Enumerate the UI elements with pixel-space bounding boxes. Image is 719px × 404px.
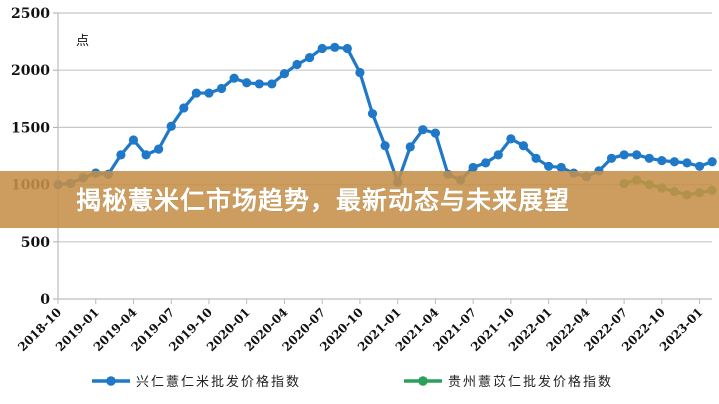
legend-item: 贵州薏苡仁批发价格指数	[404, 374, 613, 390]
data-point	[242, 78, 252, 88]
data-point	[405, 142, 415, 152]
series-line	[53, 42, 717, 190]
unit-label: 点	[76, 34, 89, 49]
data-point	[468, 162, 478, 173]
data-point	[355, 67, 365, 78]
y-tick-label: 0	[40, 292, 50, 308]
data-point	[317, 43, 327, 54]
data-point	[481, 158, 491, 168]
data-point	[204, 88, 214, 98]
legend-item: 兴仁薏仁米批发价格指数	[92, 374, 301, 390]
data-point	[154, 144, 164, 154]
data-point	[644, 153, 654, 163]
data-point	[669, 157, 680, 167]
data-point	[694, 161, 705, 171]
data-point	[493, 150, 503, 160]
legend-marker-icon	[106, 376, 116, 386]
legend-label: 兴仁薏仁米批发价格指数	[136, 374, 301, 390]
legend: 兴仁薏仁米批发价格指数 贵州薏苡仁批发价格指数	[92, 374, 613, 390]
data-point	[619, 150, 629, 160]
data-point	[267, 79, 277, 89]
data-point	[682, 158, 692, 168]
data-point	[506, 134, 516, 144]
data-point	[657, 155, 667, 166]
data-point	[166, 121, 176, 131]
data-point	[418, 125, 428, 135]
data-point	[330, 42, 340, 52]
legend-marker-icon	[418, 376, 428, 386]
data-point	[116, 150, 126, 160]
data-point	[254, 79, 264, 89]
data-point	[531, 153, 541, 163]
x-axis: 2018-102019-012019-042019-072019-102020-…	[15, 298, 712, 354]
data-point	[229, 73, 239, 83]
banner-title: 揭秘薏米仁市场趋势，最新动态与未来展望	[76, 186, 571, 215]
y-tick-label: 2500	[11, 6, 50, 22]
title-banner	[0, 171, 719, 228]
data-point	[707, 157, 717, 167]
data-point	[216, 83, 227, 94]
data-point	[430, 128, 440, 138]
data-point	[305, 53, 315, 63]
legend-label: 贵州薏苡仁批发价格指数	[448, 374, 613, 390]
data-point	[141, 150, 151, 160]
data-point	[292, 59, 302, 70]
y-tick-label: 1500	[11, 120, 50, 136]
data-point	[544, 161, 554, 171]
y-tick-label: 2000	[11, 63, 50, 79]
data-point	[556, 162, 566, 173]
data-point	[518, 141, 529, 151]
data-point	[191, 88, 201, 98]
data-point	[606, 153, 617, 163]
data-point	[279, 69, 290, 79]
y-tick-label: 500	[21, 235, 50, 251]
data-point	[632, 150, 642, 160]
data-point	[342, 43, 352, 54]
data-point	[380, 141, 390, 151]
data-point	[179, 103, 189, 113]
data-point	[367, 109, 378, 119]
y-axis: 05001000150020002500	[11, 6, 59, 308]
data-point	[128, 135, 139, 145]
